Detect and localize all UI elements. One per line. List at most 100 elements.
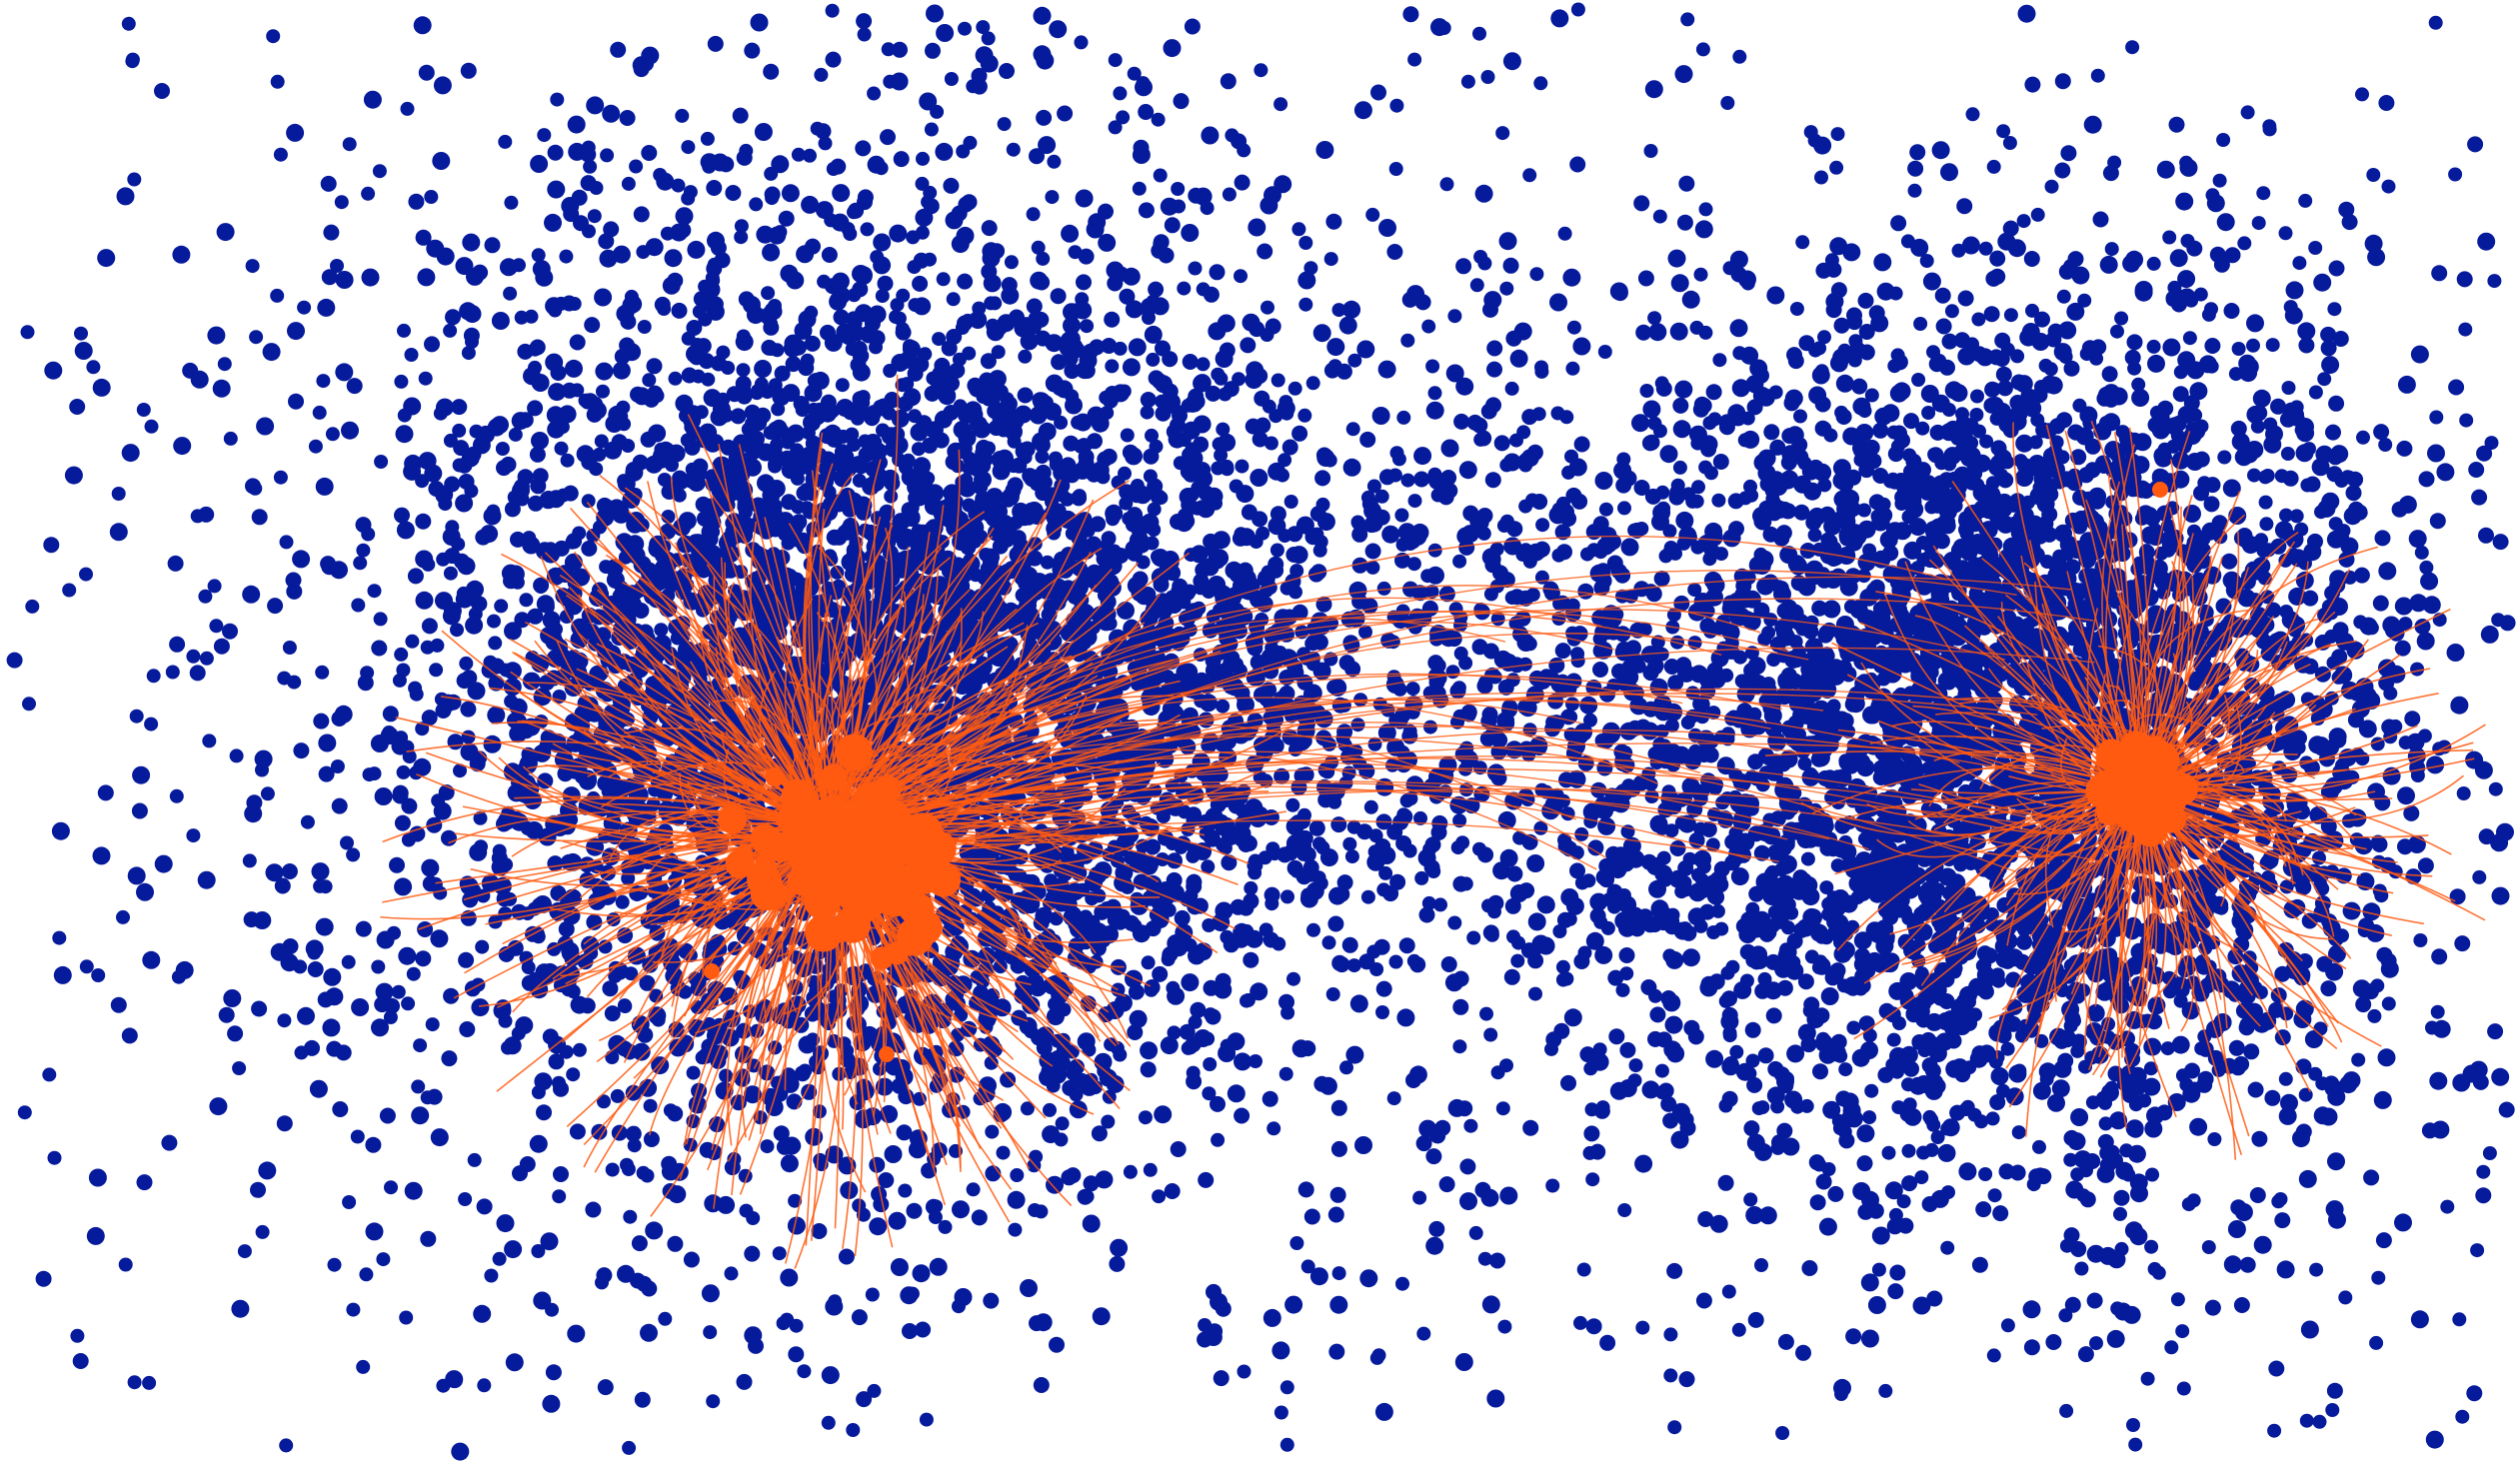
left-cluster-node	[428, 481, 445, 497]
left-cluster-node	[1325, 987, 1340, 1001]
left-cluster-node	[993, 959, 1008, 974]
left-cluster-node	[1440, 439, 1459, 458]
left-cluster-node	[1934, 287, 1951, 304]
left-cluster-node	[966, 534, 981, 549]
left-cluster-node	[1049, 1336, 1065, 1353]
left-cluster-node	[951, 1027, 966, 1042]
left-cluster-node	[1022, 511, 1037, 526]
left-cluster-node	[773, 423, 790, 440]
left-cluster-node	[218, 1006, 235, 1023]
left-cluster-node	[1377, 360, 1396, 379]
left-cluster-node	[544, 213, 562, 232]
left-cluster-node	[996, 1145, 1011, 1160]
left-cluster-node	[657, 473, 672, 487]
left-cluster-node	[346, 847, 361, 862]
left-cluster-node	[923, 252, 937, 267]
left-cluster-node	[732, 434, 751, 453]
left-cluster-node	[862, 477, 881, 496]
left-cluster-node	[1279, 1380, 1294, 1395]
left-cluster-node	[788, 1193, 803, 1208]
left-cluster-node	[528, 342, 543, 357]
left-cluster-node	[536, 595, 555, 614]
left-cluster-node	[554, 441, 569, 456]
left-cluster-node	[1196, 282, 1211, 297]
left-cluster-node	[1020, 1101, 1035, 1116]
left-cluster-node	[1845, 1328, 1862, 1345]
left-cluster-node	[297, 1006, 315, 1025]
left-cluster-node	[789, 342, 804, 357]
left-cluster-node	[451, 537, 466, 552]
left-cluster-node	[615, 894, 630, 909]
left-cluster-node	[725, 185, 742, 201]
left-cluster-node	[1489, 1252, 1505, 1269]
left-cluster-node	[1220, 73, 1237, 90]
left-cluster-node	[161, 1134, 178, 1151]
left-cluster-node	[1594, 472, 1613, 490]
left-cluster-node	[463, 305, 482, 324]
left-cluster-node	[1125, 300, 1144, 319]
left-cluster-node	[251, 1000, 268, 1017]
left-cluster-node	[1250, 982, 1268, 1001]
left-cluster-node	[1154, 1105, 1173, 1124]
left-cluster-node	[1493, 435, 1510, 452]
left-cluster-node	[640, 431, 657, 448]
left-cluster-node	[865, 1287, 880, 1302]
left-cluster-node	[864, 434, 883, 452]
left-cluster-node	[626, 515, 645, 534]
left-cluster-node	[519, 593, 534, 608]
left-cluster-node	[1201, 126, 1220, 145]
left-cluster-node	[350, 1129, 365, 1144]
left-cluster-node	[967, 406, 984, 423]
left-cluster-node	[1010, 1168, 1025, 1182]
left-cluster-node	[504, 694, 519, 709]
left-cluster-node	[718, 156, 735, 173]
left-cluster-node	[1133, 139, 1150, 156]
left-cluster-node	[251, 509, 268, 526]
left-cluster-node	[761, 286, 776, 301]
left-cluster-node	[1173, 93, 1190, 110]
left-cluster-node	[603, 221, 620, 238]
left-cluster-node	[1318, 1076, 1337, 1095]
left-cluster-node	[1140, 1041, 1159, 1060]
left-cluster-node	[890, 1258, 909, 1276]
left-cluster-node	[1052, 382, 1067, 397]
left-cluster-node	[1026, 298, 1043, 315]
left-cluster-node	[270, 74, 285, 89]
left-cluster-node	[798, 1035, 817, 1054]
left-cluster-node	[473, 1304, 492, 1323]
left-cluster-node	[654, 296, 671, 313]
left-cluster-node	[1047, 154, 1062, 169]
left-cluster-node	[852, 1198, 867, 1213]
left-cluster-node	[495, 442, 510, 456]
left-cluster-node	[1185, 396, 1201, 413]
left-cluster-node	[971, 1209, 988, 1226]
left-cluster-node	[154, 854, 173, 873]
left-cluster-node	[396, 521, 415, 540]
left-cluster-node	[1198, 1171, 1215, 1188]
left-cluster-node	[831, 213, 850, 232]
left-cluster-node	[1116, 908, 1131, 923]
left-cluster-node	[592, 447, 607, 462]
left-cluster-node	[1092, 1307, 1111, 1326]
left-cluster-node	[332, 1101, 349, 1117]
left-cluster-node	[1103, 617, 1118, 631]
left-cluster-node	[649, 988, 664, 1003]
left-cluster-node	[1195, 562, 1212, 579]
left-cluster-node	[514, 310, 529, 325]
left-cluster-node	[943, 405, 960, 421]
left-cluster-node	[966, 677, 983, 694]
left-cluster-node	[622, 296, 641, 315]
left-cluster-node	[253, 911, 272, 929]
left-cluster-node	[1339, 1060, 1353, 1075]
left-cluster-node	[1495, 126, 1510, 141]
left-cluster-node	[845, 342, 860, 357]
left-cluster-node	[943, 484, 962, 503]
left-cluster-node	[944, 72, 959, 86]
left-cluster-node	[643, 1098, 658, 1113]
left-cluster-node	[754, 360, 773, 378]
left-cluster-node	[1128, 983, 1145, 1000]
left-cluster-node	[1063, 303, 1081, 322]
left-cluster-node	[292, 550, 311, 569]
left-cluster-node	[313, 878, 328, 893]
left-cluster-node	[622, 1440, 637, 1455]
